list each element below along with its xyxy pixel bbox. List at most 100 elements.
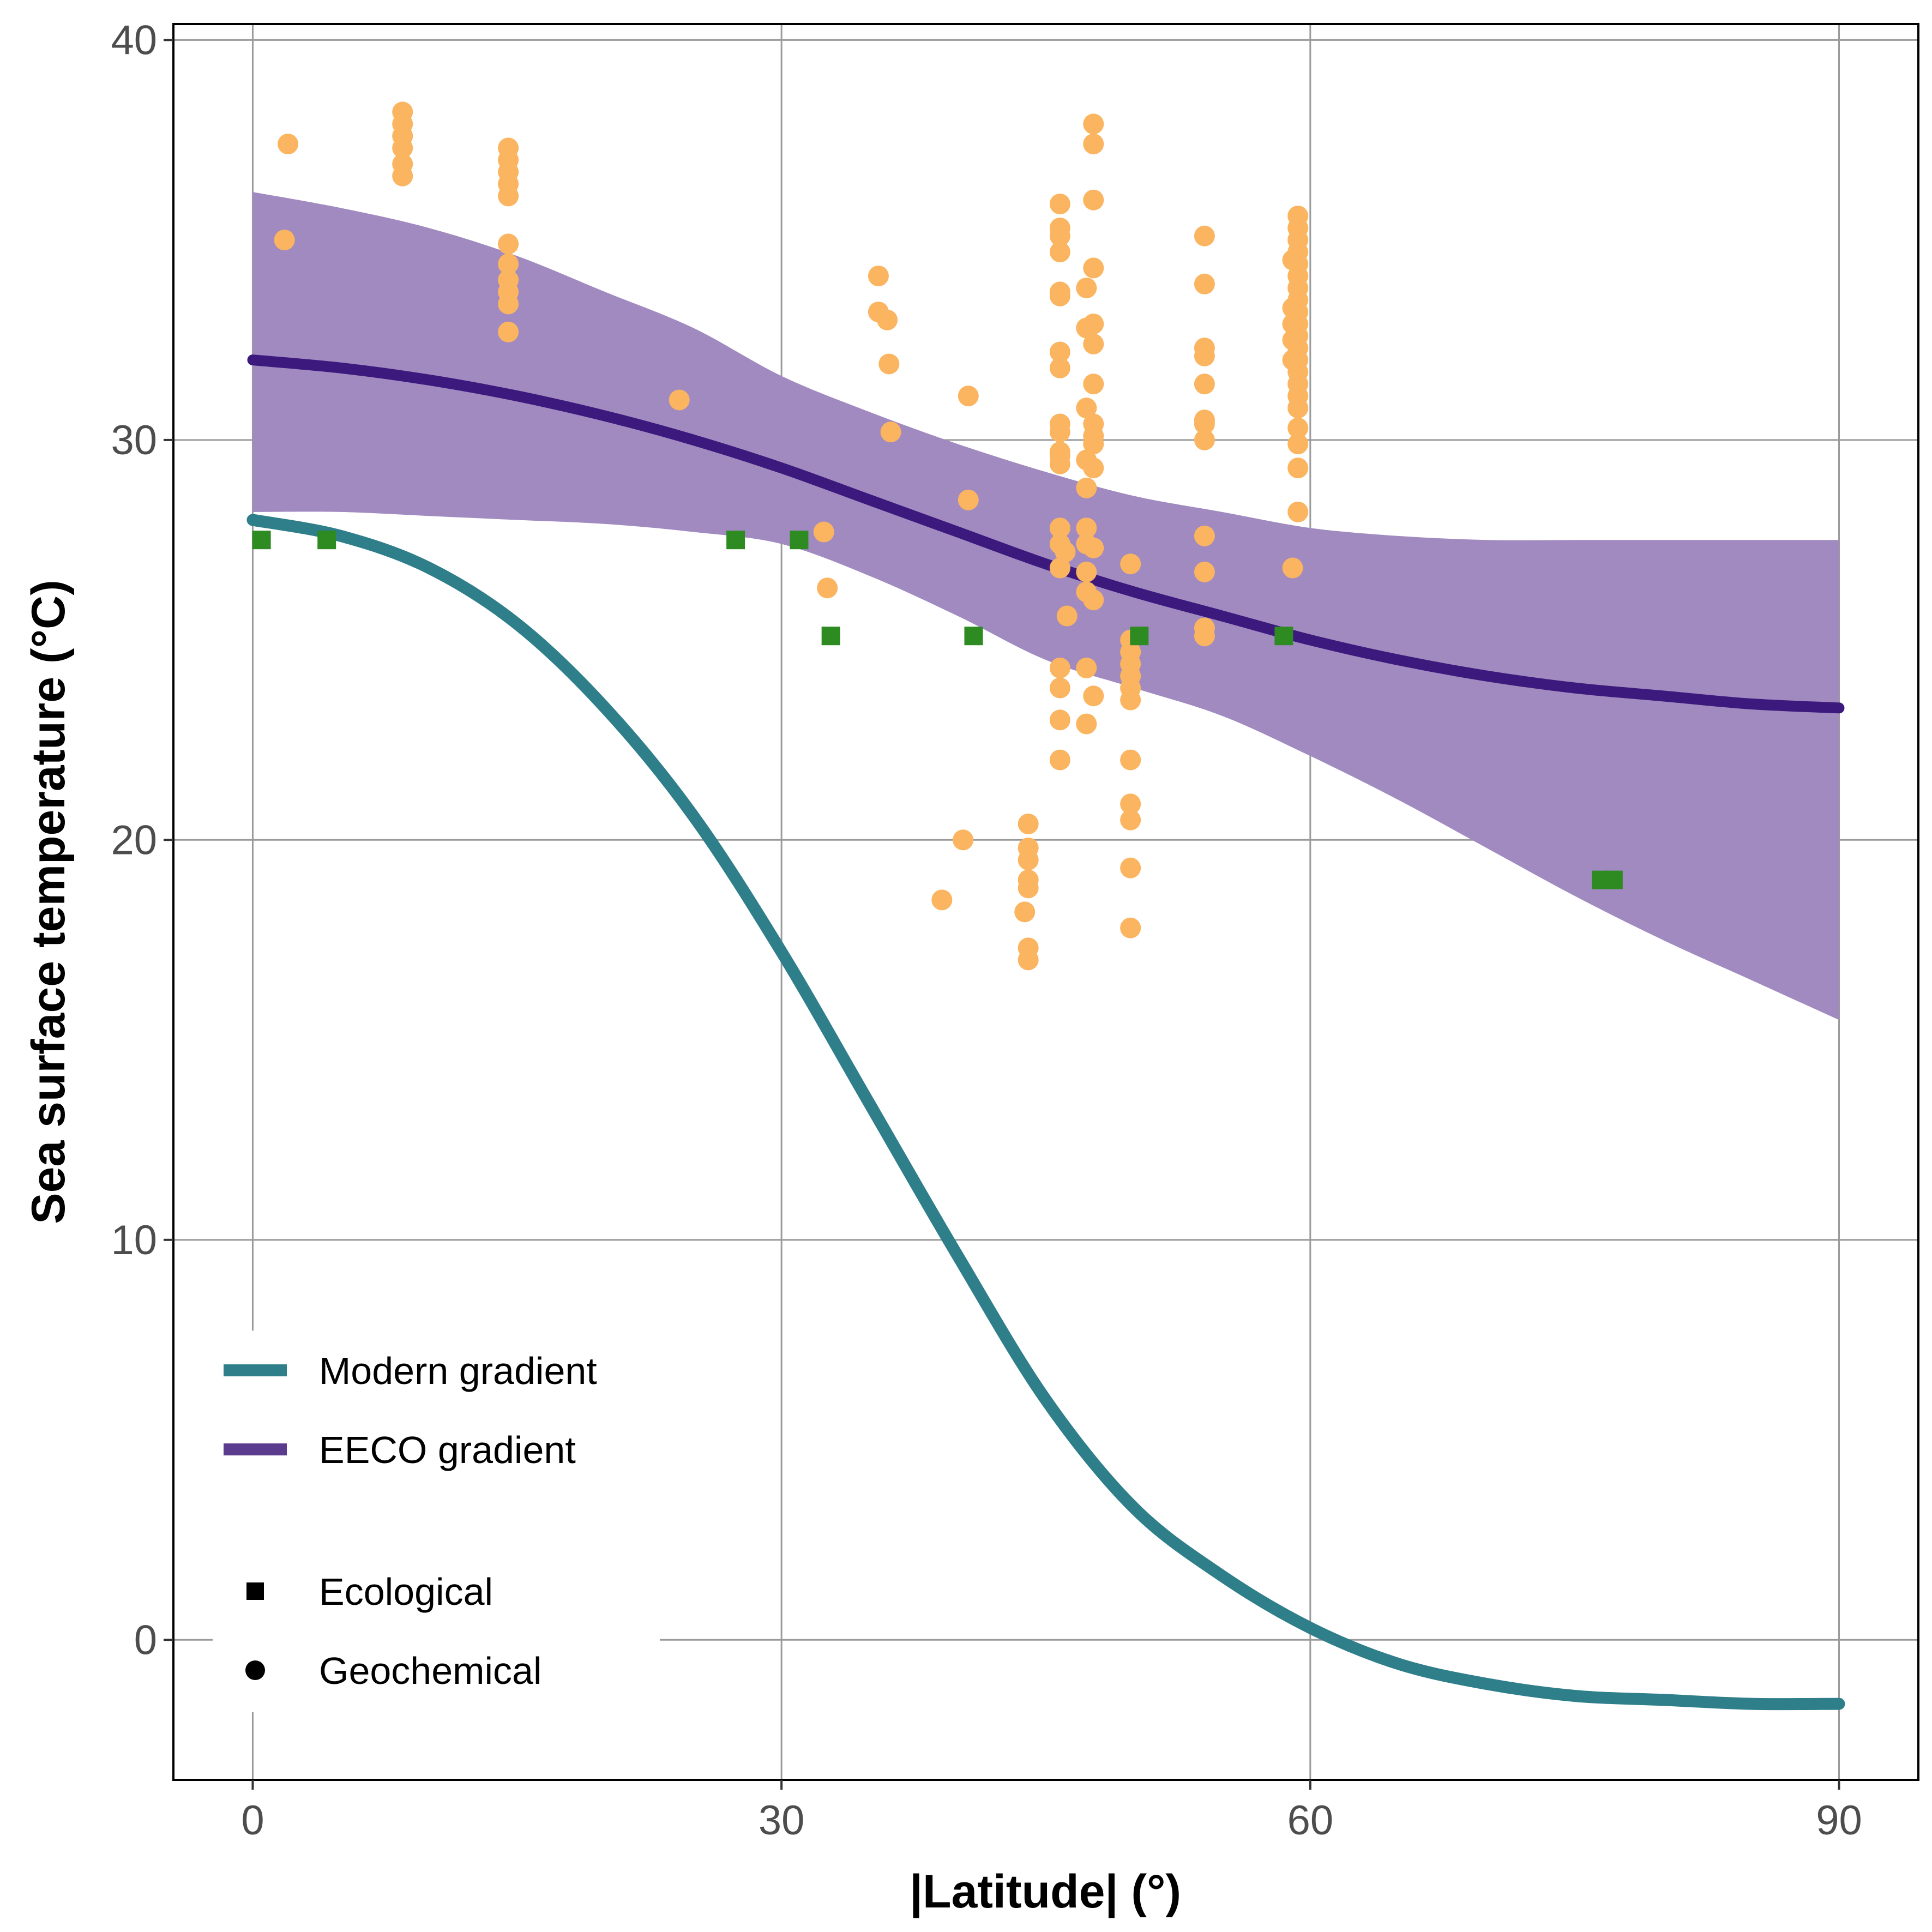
geochemical-point: [1076, 657, 1097, 678]
geochemical-point: [1194, 374, 1215, 395]
geochemical-point: [1194, 413, 1215, 435]
geochemical-point: [1076, 561, 1097, 582]
geochemical-point: [958, 489, 979, 510]
geochemical-point: [1076, 477, 1097, 498]
geochemical-point: [1083, 374, 1104, 395]
geochemical-point: [877, 309, 898, 330]
geochemical-point: [1055, 541, 1076, 563]
geochemical-point: [392, 137, 413, 159]
geochemical-point: [1083, 257, 1104, 279]
ecological-point: [964, 627, 983, 646]
geochemical-point: [1076, 517, 1097, 539]
y-tick-label: 40: [111, 17, 157, 63]
legend-square-swatch: [246, 1582, 264, 1600]
geochemical-point: [1049, 677, 1070, 699]
geochemical-point: [1083, 589, 1104, 611]
ecological-point: [790, 531, 809, 550]
ecological-point: [317, 531, 336, 550]
ecological-point: [821, 627, 840, 646]
geochemical-point: [1120, 749, 1141, 771]
geochemical-point: [931, 889, 953, 911]
eeco-confidence-band: [252, 192, 1839, 1020]
geochemical-point: [1049, 225, 1070, 246]
x-tick-label: 90: [1816, 1797, 1862, 1844]
gradient-lines-layer: [246, 354, 1845, 1711]
geochemical-point: [1194, 625, 1215, 647]
geochemical-point: [1076, 278, 1097, 299]
geochemical-point: [1049, 557, 1070, 579]
geochemical-point: [1049, 749, 1070, 771]
geochemical-point: [392, 165, 413, 186]
geochemical-point: [1049, 357, 1070, 378]
geochemical-point: [1083, 189, 1104, 210]
legend-label: Ecological: [319, 1570, 493, 1613]
geochemical-point: [1083, 458, 1104, 479]
geochemical-point: [1018, 837, 1039, 858]
geochemical-point: [1194, 345, 1215, 366]
geochemical-point: [278, 134, 299, 155]
geochemical-point: [878, 353, 900, 375]
legend-label: EECO gradient: [319, 1429, 576, 1471]
geochemical-point: [1018, 949, 1039, 971]
y-tick-label: 10: [111, 1217, 157, 1263]
geochemical-point: [1083, 113, 1104, 135]
geochemical-point: [1076, 398, 1097, 419]
ecological-point: [1274, 627, 1293, 646]
y-tick-label: 0: [134, 1617, 157, 1663]
legend-point-swatch: [250, 1365, 260, 1375]
geochemical-point: [817, 577, 838, 599]
legend-background: [213, 1331, 660, 1712]
data-points-layer: [252, 101, 1623, 971]
geochemical-point: [1049, 242, 1070, 263]
y-tick-label: 30: [111, 417, 157, 464]
geochemical-point: [1049, 341, 1070, 363]
geochemical-point: [498, 254, 519, 275]
x-tick-label: 60: [1287, 1797, 1334, 1844]
axis-ticks-layer: 0 30 60 90 0 10 20 30 40: [111, 17, 1862, 1844]
eeco-confidence-band-layer: [252, 192, 1839, 1020]
geochemical-point: [669, 389, 690, 411]
geochemical-point: [498, 321, 519, 342]
x-tick-label: 30: [759, 1797, 805, 1844]
legend-point-swatch: [250, 1445, 260, 1454]
geochemical-point: [958, 386, 979, 407]
modern-gradient-line: [246, 514, 1845, 1711]
geochemical-point: [1018, 813, 1039, 834]
geochemical-point: [1194, 525, 1215, 546]
geochemical-point: [1049, 194, 1070, 215]
geochemical-point: [1083, 685, 1104, 707]
geochemical-point: [1083, 434, 1104, 455]
ecological-point: [726, 531, 745, 550]
ecological-point: [252, 531, 271, 550]
legend: Modern gradient EECO gradient Ecological Ge…: [213, 1331, 660, 1712]
geochemical-point: [1194, 561, 1215, 582]
x-tick-label: 0: [241, 1797, 264, 1844]
geochemical-point: [1194, 273, 1215, 294]
geochemical-point: [1120, 689, 1141, 711]
geochemical-point: [498, 185, 519, 207]
geochemical-point: [1120, 809, 1141, 830]
geochemical-point: [880, 422, 901, 443]
geochemical-point: [1287, 417, 1309, 438]
geochemical-point: [813, 521, 834, 543]
geochemical-point: [1287, 501, 1309, 522]
geochemical-point: [1287, 434, 1309, 455]
geochemical-point: [1018, 869, 1039, 890]
geochemical-point: [1120, 793, 1141, 815]
ecological-point: [1604, 870, 1623, 889]
geochemical-point: [868, 266, 889, 287]
y-axis-title: Sea surface temperature (°C): [22, 580, 75, 1224]
geochemical-point: [953, 829, 974, 851]
geochemical-point: [1076, 713, 1097, 735]
geochemical-point: [1049, 517, 1070, 539]
eeco-gradient-line: [247, 354, 1845, 714]
geochemical-point: [1287, 398, 1309, 419]
geochemical-point: [1194, 429, 1215, 450]
legend-label: Modern gradient: [319, 1350, 597, 1392]
geochemical-point: [274, 230, 295, 251]
geochemical-point: [1049, 285, 1070, 306]
geochemical-point: [1083, 314, 1104, 335]
geochemical-point: [1083, 134, 1104, 155]
ecological-point: [1130, 627, 1149, 646]
geochemical-point: [498, 233, 519, 255]
